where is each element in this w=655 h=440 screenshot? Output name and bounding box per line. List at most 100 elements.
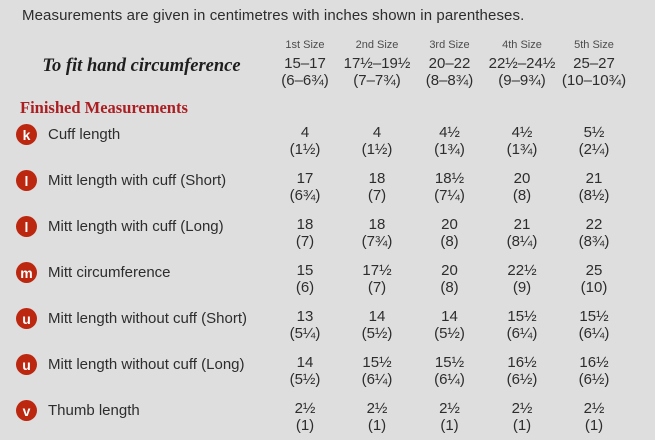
inches-value: (7¾): [361, 233, 393, 250]
inches-value: (1½): [289, 141, 321, 158]
measurement-value-cell: 4½ (1¾): [413, 124, 486, 158]
pattern-measurements-page: Measurements are given in centimetres wi…: [0, 7, 655, 434]
measurement-value-cell: 21 (8¼): [486, 216, 558, 250]
measurement-value-cell: 15½ (6¼): [413, 354, 486, 388]
inches-value: (10–10¾): [561, 72, 627, 89]
row-label-cell: l Mitt length with cuff (Long): [0, 216, 269, 237]
cm-value: 17: [296, 170, 314, 187]
inches-value: (7): [367, 279, 387, 296]
row-label: Mitt length with cuff (Long): [48, 218, 224, 235]
inches-value: (6½): [578, 371, 610, 388]
row-label: Mitt length without cuff (Long): [48, 356, 245, 373]
measurement-value-cell: 4 (1½): [341, 124, 413, 158]
cm-value: 20: [441, 216, 458, 233]
cm-value: 15: [296, 262, 314, 279]
inches-value: (7): [367, 187, 387, 204]
size-header: 4th Size: [502, 39, 542, 51]
measurement-value-cell: 15½ (6¼): [486, 308, 558, 342]
measurement-value-cell: 4½ (1¾): [486, 124, 558, 158]
row-label-cell: m Mitt circumference: [0, 262, 269, 283]
cm-value: 15½: [579, 308, 609, 325]
fit-row-label: To fit hand circumference: [42, 56, 241, 76]
row-label-cell: u Mitt length without cuff (Short): [0, 308, 269, 329]
cm-value: 25–27: [573, 55, 615, 72]
inches-value: (10): [580, 279, 608, 296]
inches-value: (1): [367, 417, 387, 434]
cm-value: 18: [296, 216, 314, 233]
measurement-value-cell: 2½ (1): [558, 400, 630, 434]
cm-value: 18½: [434, 170, 465, 187]
inches-value: (2¼): [578, 141, 610, 158]
cm-value: 15–17: [284, 55, 326, 72]
cm-value: 22: [585, 216, 603, 233]
measurement-value-cell: 15 (6): [269, 262, 341, 296]
size-header-row: 1st Size 2nd Size 3rd Size 4th Size 5th Size: [0, 39, 655, 51]
size-header: 3rd Size: [429, 39, 470, 51]
inches-value: (1½): [361, 141, 393, 158]
cm-value: 15½: [507, 308, 537, 325]
inches-value: (9–9¾): [498, 72, 546, 89]
measurement-value-cell: 22 (8¾): [558, 216, 630, 250]
measurement-rows: k Cuff length 4 (1½) 4 (1½) 4½ (1¾) 4½ (1¾) 5½ (2¼)…: [0, 124, 655, 440]
inches-value: (7): [295, 233, 315, 250]
fit-row: To fit hand circumference 15–17 (6–6¾) 17½…: [0, 55, 655, 89]
inches-value: (6¼): [361, 371, 393, 388]
inches-value: (6½): [506, 371, 538, 388]
cm-value: 14: [296, 354, 314, 371]
cm-value: 4½: [439, 124, 460, 141]
inches-value: (8¾): [578, 233, 610, 250]
measurement-value-cell: 17½ (7): [341, 262, 413, 296]
measurement-value-cell: 18 (7¾): [341, 216, 413, 250]
inches-value: (5½): [434, 325, 465, 342]
inches-value: (8½): [578, 187, 610, 204]
measurement-value-cell: 5½ (2¼): [558, 124, 630, 158]
inches-value: (8): [512, 187, 532, 204]
inches-value: (8–8¾): [425, 72, 474, 89]
row-label-cell: v Thumb length: [0, 400, 269, 421]
measurement-value-cell: 25 (10): [558, 262, 630, 296]
cm-value: 2½: [439, 400, 460, 417]
inches-value: (1): [584, 417, 604, 434]
cm-value: 14: [368, 308, 386, 325]
measurement-value-cell: 18 (7): [341, 170, 413, 204]
inches-value: (5½): [289, 371, 321, 388]
measurement-value-cell: 15½ (6¼): [558, 308, 630, 342]
inches-value: (8): [440, 279, 459, 296]
measurement-value-cell: 18 (7): [269, 216, 341, 250]
finished-measurements-heading: Finished Measurements: [20, 98, 188, 117]
table-row: v Thumb length 2½ (1) 2½ (1) 2½ (1) 2½ (1) 2½ (1): [0, 400, 655, 440]
fit-value-cell: 22½–24½ (9–9¾): [486, 55, 558, 89]
measurement-note: Measurements are given in centimetres wi…: [22, 7, 525, 24]
cm-value: 2½: [511, 400, 533, 417]
v-key-icon: v: [16, 400, 37, 421]
cm-value: 22½: [507, 262, 537, 279]
size-header: 2nd Size: [355, 39, 399, 51]
inches-value: (1¾): [506, 141, 538, 158]
inches-value: (6¾): [289, 187, 321, 204]
measurement-value-cell: 4 (1½): [269, 124, 341, 158]
inches-value: (6¼): [578, 325, 610, 342]
cm-value: 17½–19½: [343, 55, 411, 72]
table-row: u Mitt length without cuff (Short) 13 (5¼) 1…: [0, 308, 655, 348]
m-key-icon: m: [16, 262, 37, 283]
row-label-cell: k Cuff length: [0, 124, 269, 145]
row-label-cell: l Mitt length with cuff (Short): [0, 170, 269, 191]
measurement-value-cell: 16½ (6½): [486, 354, 558, 388]
cm-value: 18: [368, 216, 386, 233]
measurement-value-cell: 22½ (9): [486, 262, 558, 296]
measurement-value-cell: 17 (6¾): [269, 170, 341, 204]
table-row: m Mitt circumference 15 (6) 17½ (7) 20 (8) 22½ (9…: [0, 262, 655, 302]
cm-value: 16½: [507, 354, 537, 371]
measurement-value-cell: 21 (8½): [558, 170, 630, 204]
size-header: 1st Size: [285, 39, 325, 51]
size-header-spacer: [0, 39, 269, 51]
measurement-value-cell: 2½ (1): [341, 400, 413, 434]
fit-value-cell: 17½–19½ (7–7¾): [341, 55, 413, 89]
cm-value: 21: [585, 170, 603, 187]
inches-value: (9): [512, 279, 532, 296]
measurement-value-cell: 14 (5½): [413, 308, 486, 342]
measurement-value-cell: 2½ (1): [413, 400, 486, 434]
inches-value: (1): [440, 417, 459, 434]
cm-value: 13: [296, 308, 314, 325]
inches-value: (6¼): [434, 371, 465, 388]
